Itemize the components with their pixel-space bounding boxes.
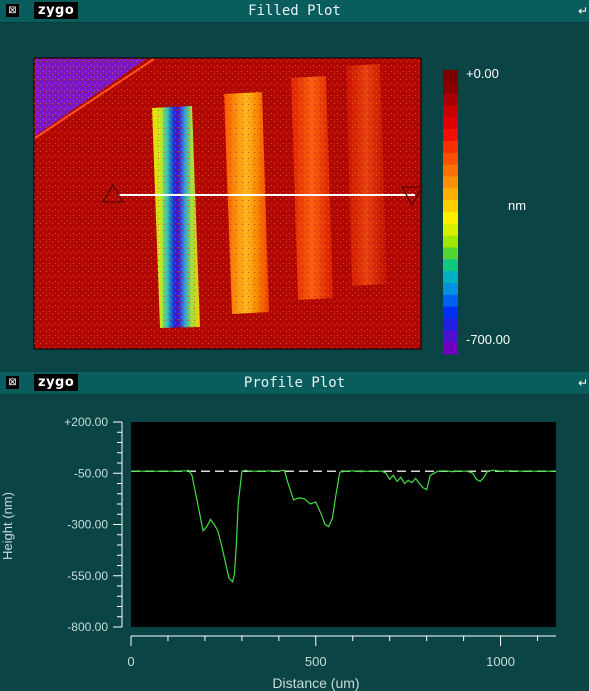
profile-series-line [131,469,556,584]
profile-chart[interactable]: +200.00 -50.00 -300.00 -550.00 -800.00 0 500 1… [0,394,589,691]
zygo-logo: zygo [34,374,79,391]
y-axis: +200.00 -50.00 -300.00 -550.00 -800.00 [64,415,123,634]
colorbar-segment [443,176,458,189]
colorbar-segment [443,200,458,213]
colorbar-segment [443,188,458,201]
colorbar-segment [443,283,458,296]
pin-icon[interactable]: ↵ [577,376,589,390]
colorbar-segment [443,141,458,154]
plot-layer [131,469,556,584]
y-tick-label: -50.00 [74,466,108,480]
x-axis-label: Distance (um) [272,675,359,691]
right-cursor-marker[interactable] [400,186,424,207]
system-menu-icon[interactable]: ⊠ [6,376,19,389]
colorbar-segment [443,117,458,130]
colorbar-segment [443,342,458,355]
pin-icon[interactable]: ↵ [577,4,589,18]
left-cursor-marker[interactable] [101,183,125,203]
x-tick-label: 500 [305,654,327,669]
colorbar-segment [443,105,458,118]
colorbar [443,70,458,355]
profile-plot-panel: ⊠ zygo Profile Plot ↵ +200.00 -50.00 -300.… [0,372,589,691]
y-axis-label: Height (nm) [0,492,15,560]
colorbar-segment [443,306,458,319]
profile-plot-title: Profile Plot [243,375,346,391]
filled-plot-titlebar[interactable]: ⊠ zygo Filled Plot ↵ [0,0,589,23]
colorbar-max-label: +0.00 [466,66,499,81]
colorbar-segment [443,129,458,142]
y-tick-label: +200.00 [64,415,108,429]
colorbar-min-label: -700.00 [466,332,510,347]
y-tick-label: -800.00 [67,620,108,634]
surface-map[interactable] [33,57,424,350]
colorbar-segment [443,212,458,225]
colorbar-segment [443,70,458,83]
colorbar-segment [443,93,458,106]
x-tick-label: 0 [127,654,134,669]
system-menu-icon[interactable]: ⊠ [6,4,19,17]
colorbar-segment [443,294,458,308]
colorbar-segment [443,247,458,260]
filled-plot-title: Filled Plot [248,3,341,19]
zygo-logo: zygo [34,2,79,19]
colorbar-segment [443,235,458,248]
y-tick-label: -550.00 [67,569,108,583]
colorbar-segment [443,223,458,237]
profile-plot-titlebar[interactable]: ⊠ zygo Profile Plot ↵ [0,372,589,395]
colorbar-segment [443,318,458,331]
x-axis: 0 500 1000 [127,635,556,669]
filled-plot-canvas[interactable]: +0.00 nm -700.00 [0,22,589,372]
plot-area[interactable] [131,422,556,627]
colorbar-segment [443,259,458,272]
filled-plot-panel: ⊠ zygo Filled Plot ↵ [0,0,589,372]
y-tick-label: -300.00 [67,518,108,532]
colorbar-segment [443,164,458,177]
x-tick-label: 1000 [486,654,515,669]
colorbar-segment [443,81,458,95]
colorbar-unit-label: nm [508,198,526,213]
colorbar-segment [443,330,458,343]
colorbar-segment [443,152,458,166]
colorbar-segment [443,271,458,284]
